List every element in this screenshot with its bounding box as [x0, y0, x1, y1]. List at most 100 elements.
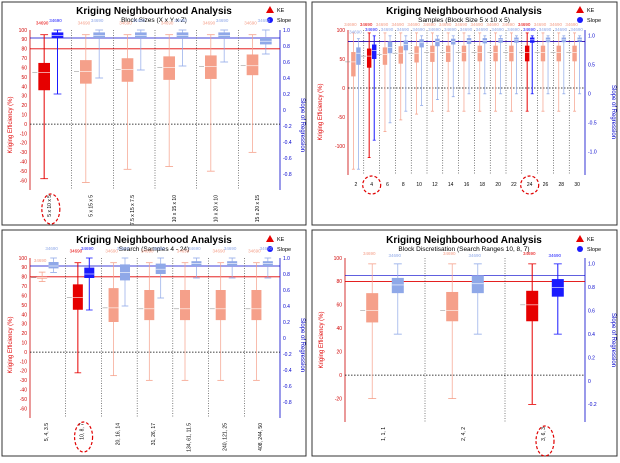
ke-box — [445, 45, 451, 62]
slope-box — [155, 263, 166, 274]
slope-count-label: 34690 — [188, 246, 201, 251]
y-right-tick: 0.6 — [283, 288, 290, 294]
x-tick-label: 12 — [432, 182, 438, 188]
x-tick-label: 16 — [464, 182, 470, 188]
plot-area: 1009080706050403020100-10-20-30-40-50-60… — [19, 18, 292, 225]
y-left-tick: -50 — [20, 169, 27, 175]
y-left-tick: 20 — [21, 103, 27, 109]
legend: KE Slope — [576, 235, 601, 253]
slope-box — [466, 38, 472, 44]
y-right-tick: 0.4 — [588, 332, 595, 338]
y-left-tick: 100 — [19, 256, 28, 262]
y-right-tick: 0 — [588, 92, 591, 98]
y-left-tick: 40 — [336, 326, 342, 332]
ke-box — [366, 293, 379, 323]
ke-count-label: 34690 — [244, 21, 257, 26]
panel-frame — [1, 229, 307, 457]
y-left-tick: 100 — [337, 28, 346, 34]
ke-box — [180, 290, 190, 321]
y-right-tick: -0.4 — [283, 140, 292, 146]
slope-box — [435, 38, 440, 47]
slope-box — [218, 32, 230, 38]
slope-count-label: 34690 — [216, 18, 229, 23]
ke-box — [572, 45, 577, 62]
y-right-tick: 0 — [283, 108, 286, 114]
slope-box — [471, 275, 484, 294]
x-tick-label: 3, 6, 3 — [541, 427, 547, 441]
left-axis-label: Kriging Efficiency (%) — [8, 97, 14, 154]
slope-box — [551, 279, 564, 297]
x-tick-label: 20, 16, 14 — [115, 423, 121, 445]
x-tick-label: 8 — [402, 182, 405, 188]
x-tick-label: 10 — [416, 182, 422, 188]
ke-box — [215, 290, 226, 321]
slope-count-label: 34690 — [81, 246, 94, 251]
y-right-tick: -0.6 — [283, 384, 292, 390]
y-right-tick: 0.2 — [283, 92, 290, 98]
ke-count-label: 34690 — [34, 258, 47, 263]
y-right-tick: -0.8 — [283, 400, 292, 406]
ke-box — [430, 45, 435, 62]
ke-count-label: 34690 — [392, 22, 405, 27]
legend-ke-label: KE — [587, 8, 595, 14]
slope-count-label: 34690 — [389, 253, 402, 258]
y-right-tick: 0.8 — [283, 44, 290, 50]
y-right-tick: 1.0 — [588, 34, 595, 40]
ke-count-label: 34690 — [407, 22, 420, 27]
right-axis-label: Slope of Regression — [299, 318, 305, 372]
slope-count-label: 34690 — [349, 30, 362, 35]
ke-box — [72, 284, 83, 310]
ke-count-label: 34690 — [141, 249, 154, 254]
slope-count-label: 34690 — [381, 27, 394, 32]
y-left-tick: -60 — [20, 178, 27, 184]
x-tick-label: 14 — [448, 182, 454, 188]
slope-count-label: 34690 — [117, 246, 130, 251]
ke-box — [251, 290, 262, 321]
panel-block-discretisation: Kriging Neighbourhood Analysis Block Dis… — [311, 229, 618, 457]
highlight-ellipse — [362, 175, 382, 195]
right-axis-label: Slope of Regression — [299, 98, 305, 152]
y-left-tick: 80 — [336, 279, 342, 285]
legend-ke-marker — [266, 235, 274, 242]
y-left-tick: 60 — [21, 293, 27, 299]
ke-count-label: 34690 — [486, 22, 499, 27]
y-right-tick: -0.8 — [283, 172, 292, 178]
y-left-tick: 70 — [21, 56, 27, 62]
slope-box — [419, 39, 424, 48]
legend-ke-label: KE — [277, 8, 285, 14]
panel-title: Kriging Neighbourhood Analysis — [76, 235, 232, 246]
y-left-tick: 10 — [21, 341, 27, 347]
y-left-tick: 60 — [336, 303, 342, 309]
panel-subtitle: Samples (Block Size 5 x 10 x 5) — [418, 17, 510, 24]
y-right-tick: 0.8 — [283, 272, 290, 278]
legend-slope-label: Slope — [587, 18, 601, 24]
y-left-tick: 80 — [21, 275, 27, 281]
ke-count-label: 34690 — [550, 22, 563, 27]
slope-count-label: 34690 — [555, 27, 568, 32]
y-left-tick: -20 — [335, 396, 342, 402]
panel-search: Kriging Neighbourhood Analysis Search (S… — [1, 229, 307, 457]
ke-box — [366, 48, 372, 68]
ke-box — [556, 45, 561, 62]
y-left-tick: 50 — [21, 303, 27, 309]
panel-title: Kriging Neighbourhood Analysis — [386, 235, 542, 246]
slope-count-label: 34690 — [570, 27, 583, 32]
y-left-tick: -30 — [20, 378, 27, 384]
y-left-tick: -40 — [20, 388, 27, 394]
x-tick-label: 1, 1, 1 — [381, 427, 387, 441]
y-left-tick: 0 — [339, 373, 342, 379]
slope-count-label: 34690 — [397, 27, 410, 32]
ke-box — [398, 46, 403, 64]
y-right-tick: 1.0 — [588, 262, 595, 268]
x-tick-label: 240, 121, 25 — [222, 423, 228, 451]
y-right-tick: 1.0 — [283, 256, 290, 262]
slope-box — [176, 32, 189, 38]
slope-count-label: 34690 — [412, 27, 425, 32]
slope-count-label: 34690 — [258, 18, 271, 23]
y-right-tick: 1.0 — [283, 28, 290, 34]
x-tick-label: 2, 4, 2 — [461, 427, 467, 441]
x-tick-label: 2 — [355, 182, 358, 188]
plot-area: 100500-50-1001.00.50-0.5-1.0346903469023… — [335, 22, 597, 195]
ke-count-label: 34690 — [455, 22, 468, 27]
y-left-tick: -10 — [20, 131, 27, 137]
